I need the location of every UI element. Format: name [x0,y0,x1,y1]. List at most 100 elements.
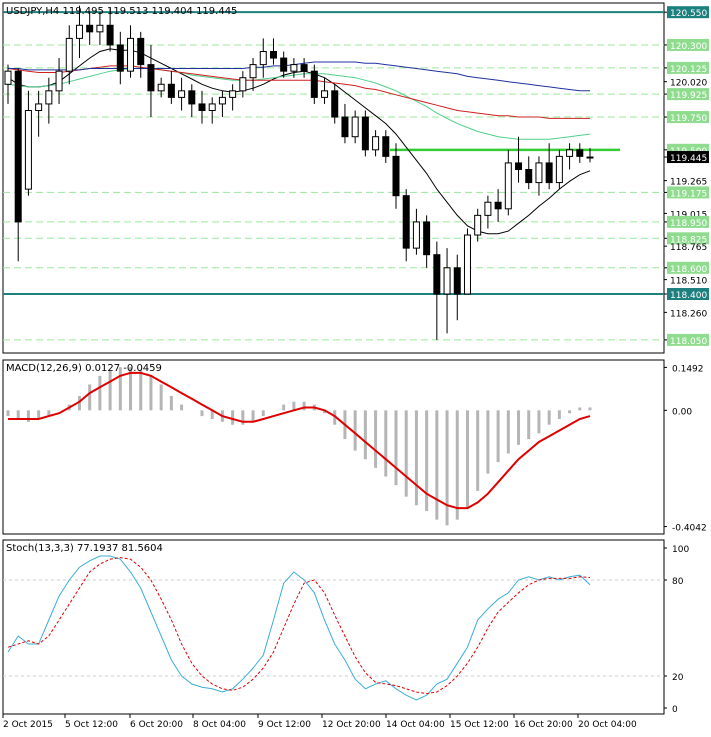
candle[interactable] [249,58,257,91]
candle[interactable] [372,130,380,157]
candle[interactable] [423,215,431,268]
price-level-label-bg [667,333,709,346]
candle[interactable] [137,31,145,78]
price-level-label-bg [667,38,709,51]
candle-body-bull [351,116,359,138]
candle[interactable] [35,90,43,137]
candle[interactable] [106,8,114,52]
stoch-main-line [7,555,591,701]
candle[interactable] [555,149,563,190]
candle[interactable] [147,44,155,118]
price-level-label-bg [667,215,709,228]
stoch-tick-label: 100 [672,545,689,555]
candle[interactable] [341,103,349,144]
candle[interactable] [576,143,584,163]
price-level-label: 119.175 [670,189,707,199]
candle[interactable] [75,5,83,59]
candle[interactable] [382,130,390,163]
price-level-label-bg [667,61,709,74]
price-tick-label: 118.510 [670,277,707,287]
candle[interactable] [321,77,329,104]
candle[interactable] [14,68,22,262]
candle[interactable] [218,90,226,118]
moving-average-line [7,68,591,140]
candle[interactable] [127,25,135,78]
stoch-frame [2,539,665,715]
price-panel[interactable]: 120.550 120.300 120.125 120.020 119.925 119.7… [2,2,709,354]
candle-body-bull [290,64,298,72]
candle[interactable] [259,38,267,78]
candle[interactable] [157,77,165,98]
candle[interactable] [116,31,124,85]
candle-body-bear [269,51,277,59]
candle-body-bull [218,96,226,105]
candle[interactable] [402,189,410,262]
candle[interactable] [586,148,594,163]
candle[interactable] [535,156,543,196]
candle[interactable] [412,208,420,255]
candle[interactable] [86,12,94,45]
candle[interactable] [351,110,359,144]
candle[interactable] [239,71,247,98]
candle[interactable] [504,149,512,216]
candle-body-bull [127,37,135,72]
candle[interactable] [443,248,451,334]
candle-body-bull [566,149,574,157]
candle[interactable] [188,84,196,118]
candle-body-bear [198,103,206,111]
candle-body-bull [321,90,329,98]
time-axis: 2 Oct 2015 5 Oct 12:00 6 Oct 20:00 8 Oct 04… [2,714,637,730]
candle-body-bear [341,116,349,138]
candle[interactable] [392,143,400,209]
candle[interactable] [453,254,461,321]
candle[interactable] [280,51,288,78]
candle[interactable] [198,90,206,124]
candle[interactable] [463,228,471,295]
time-tick-label: 6 Oct 20:00 [130,720,183,730]
price-tick-label: 120.020 [670,79,707,89]
candle[interactable] [55,58,63,104]
time-tick-label: 5 Oct 12:00 [65,720,118,730]
candle-body-bear [545,162,553,184]
candle[interactable] [474,208,482,242]
candle[interactable] [269,38,277,65]
candle[interactable] [167,71,175,104]
time-tick-label: 9 Oct 12:00 [258,720,311,730]
candle[interactable] [515,136,523,183]
candle[interactable] [178,77,186,111]
price-level-label: 118.600 [670,265,707,275]
stoch-tick-label: 80 [672,577,684,587]
candle[interactable] [208,97,216,124]
candle-body-bull [208,103,216,111]
stochastic-panel[interactable]: 100 80 20 0 [2,539,689,715]
candle[interactable] [331,84,339,124]
price-level-label: 118.400 [670,291,707,301]
macd-panel[interactable]: 0.1492 0.00 -0.4042 [2,359,707,535]
candle[interactable] [433,241,441,340]
candle-body-bull [45,90,53,105]
macd-signal-line [8,371,591,510]
candle[interactable] [525,156,533,190]
candle[interactable] [229,84,237,111]
candle[interactable] [300,58,308,78]
price-level-label-bg [667,232,709,245]
candle[interactable] [96,12,104,45]
candle[interactable] [310,64,318,104]
candle[interactable] [45,77,53,124]
candle[interactable] [494,189,502,222]
candle-body-bear [453,267,461,295]
candle[interactable] [24,90,32,196]
candle[interactable] [361,110,369,157]
candle[interactable] [566,143,574,170]
candle[interactable] [545,143,553,190]
candle[interactable] [4,64,12,104]
time-tick-label: 8 Oct 04:00 [193,720,246,730]
price-level-label: 119.750 [670,114,707,124]
price-tick-label: 119.015 [670,210,707,220]
candle[interactable] [290,58,298,78]
candle[interactable] [65,25,73,85]
candle-body-bull [535,162,543,184]
candle[interactable] [484,195,492,229]
candle-body-bull [259,51,267,66]
